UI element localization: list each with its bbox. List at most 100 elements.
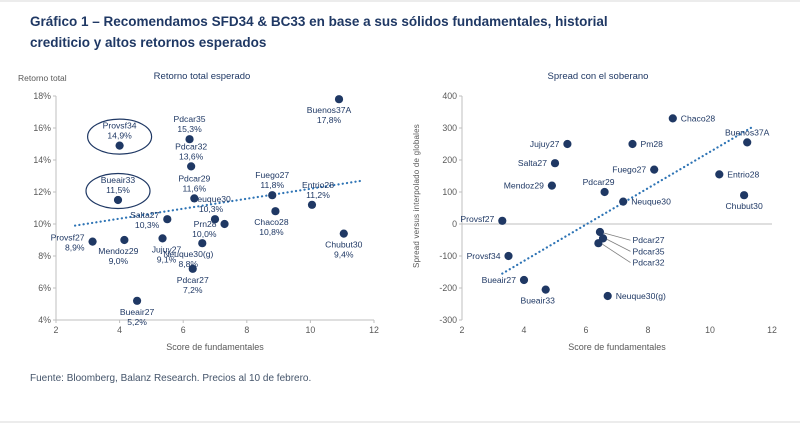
chart-retorno-total: Retorno total Retorno total esperado 18%… [16, 66, 388, 356]
svg-text:2: 2 [460, 325, 465, 335]
source-note: Fuente: Bloomberg, Balanz Research. Prec… [30, 373, 312, 384]
figure-title-line2: crediticio y altos retornos esperados [30, 34, 267, 50]
svg-text:Provsf27: Provsf27 [460, 214, 494, 224]
svg-text:Pdcar29: Pdcar29 [178, 173, 210, 183]
svg-text:12: 12 [767, 325, 777, 335]
svg-text:Prn28: Prn28 [194, 219, 217, 229]
svg-text:10,8%: 10,8% [259, 227, 284, 237]
svg-text:Score de fundamentales: Score de fundamentales [568, 342, 666, 352]
svg-text:-300: -300 [439, 315, 457, 325]
svg-text:17,8%: 17,8% [317, 115, 342, 125]
svg-text:11,2%: 11,2% [306, 190, 330, 200]
svg-text:11,8%: 11,8% [260, 180, 284, 190]
svg-text:-100: -100 [439, 251, 457, 261]
svg-text:6: 6 [584, 325, 589, 335]
chart-title-retorno: Retorno total esperado [153, 71, 251, 82]
svg-text:Neuque30: Neuque30 [631, 197, 671, 207]
svg-text:14,9%: 14,9% [107, 131, 132, 141]
svg-text:-200: -200 [439, 283, 457, 293]
svg-text:Mendoz29: Mendoz29 [98, 246, 138, 256]
svg-text:Bueair27: Bueair27 [120, 307, 155, 317]
svg-text:8,8%: 8,8% [178, 259, 198, 269]
svg-text:9,0%: 9,0% [109, 256, 129, 266]
svg-text:8: 8 [646, 325, 651, 335]
svg-text:Provsf27: Provsf27 [51, 233, 85, 243]
svg-text:Pdcar35: Pdcar35 [633, 246, 665, 256]
svg-text:Buenos37A: Buenos37A [725, 127, 770, 137]
svg-text:10,0%: 10,0% [192, 229, 217, 239]
svg-text:14%: 14% [33, 155, 51, 165]
svg-text:Chubut30: Chubut30 [325, 240, 362, 250]
svg-text:12: 12 [369, 325, 379, 335]
svg-text:10: 10 [306, 325, 316, 335]
svg-text:7,2%: 7,2% [183, 285, 203, 295]
svg-text:9,4%: 9,4% [334, 250, 354, 260]
svg-text:Pdcar29: Pdcar29 [583, 177, 615, 187]
y-axis-label-retorno: Retorno total [18, 73, 67, 83]
svg-text:5,2%: 5,2% [127, 317, 147, 327]
svg-text:Pm28: Pm28 [641, 139, 664, 149]
svg-text:4%: 4% [38, 315, 51, 325]
svg-text:200: 200 [442, 155, 457, 165]
svg-text:Entrio28: Entrio28 [302, 180, 334, 190]
svg-text:15,3%: 15,3% [177, 124, 202, 134]
svg-text:10,3%: 10,3% [199, 204, 224, 214]
svg-text:8,9%: 8,9% [65, 243, 85, 253]
svg-text:9,1%: 9,1% [157, 254, 177, 264]
svg-text:Jujuy27: Jujuy27 [152, 244, 182, 254]
svg-text:Bueair33: Bueair33 [520, 296, 555, 306]
svg-text:300: 300 [442, 123, 457, 133]
figure-title-line1: Gráfico 1 – Recomendamos SFD34 & BC33 en… [30, 14, 608, 29]
svg-text:Jujuy27: Jujuy27 [530, 139, 560, 149]
svg-text:Score de fundamentales: Score de fundamentales [166, 342, 264, 352]
chart-spread: Spread versus interpolado de globales Sp… [412, 66, 784, 356]
svg-text:Bueair27: Bueair27 [482, 275, 517, 285]
scatter-retorno-svg: 18% 16% 14% 12% 10% 8% 6% 4%2 4 6 8 10 12 Score de fu… [33, 91, 379, 352]
svg-text:100: 100 [442, 187, 457, 197]
svg-text:Chaco28: Chaco28 [681, 113, 716, 123]
svg-text:8: 8 [244, 325, 249, 335]
figure-title: Gráfico 1 – Recomendamos SFD34 & BC33 en… [30, 12, 754, 54]
svg-text:11,6%: 11,6% [182, 183, 206, 193]
svg-text:Chaco28: Chaco28 [254, 217, 289, 227]
svg-text:4: 4 [522, 325, 527, 335]
svg-text:Pdcar35: Pdcar35 [174, 114, 206, 124]
svg-text:Salta27: Salta27 [518, 158, 547, 168]
svg-text:8%: 8% [38, 251, 51, 261]
svg-text:18%: 18% [33, 91, 51, 101]
svg-text:Provsf34: Provsf34 [103, 121, 137, 131]
svg-text:Fuego27: Fuego27 [612, 165, 646, 175]
svg-text:0: 0 [452, 219, 457, 229]
y-axis-label-spread: Spread versus interpolado de globales [412, 124, 421, 268]
svg-text:2: 2 [54, 325, 59, 335]
svg-text:Buenos37A: Buenos37A [307, 105, 352, 115]
svg-text:Chubut30: Chubut30 [725, 201, 762, 211]
svg-text:Bueair33: Bueair33 [101, 175, 136, 185]
chart-title-spread: Spread con el soberano [547, 71, 649, 82]
svg-text:Fuego27: Fuego27 [255, 170, 289, 180]
svg-text:Pdcar27: Pdcar27 [633, 235, 665, 245]
svg-text:4: 4 [117, 325, 122, 335]
svg-text:10%: 10% [33, 219, 51, 229]
svg-text:400: 400 [442, 91, 457, 101]
svg-text:6: 6 [181, 325, 186, 335]
svg-text:10: 10 [705, 325, 715, 335]
svg-text:13,6%: 13,6% [179, 151, 204, 161]
svg-text:Entrio28: Entrio28 [727, 169, 759, 179]
svg-text:Pdcar32: Pdcar32 [175, 141, 207, 151]
svg-text:Provsf34: Provsf34 [467, 251, 501, 261]
svg-text:11,5%: 11,5% [106, 185, 130, 195]
svg-text:12%: 12% [33, 187, 51, 197]
svg-text:Pdcar27: Pdcar27 [177, 275, 209, 285]
svg-text:Neuque30: Neuque30 [191, 194, 231, 204]
svg-text:Neuque30(g): Neuque30(g) [163, 249, 213, 259]
svg-text:Mendoz29: Mendoz29 [504, 181, 544, 191]
charts-row: Retorno total Retorno total esperado 18%… [16, 66, 784, 356]
svg-text:Pdcar32: Pdcar32 [633, 258, 665, 268]
svg-text:6%: 6% [38, 283, 51, 293]
svg-text:Neuque30(g): Neuque30(g) [616, 291, 666, 301]
svg-text:10,3%: 10,3% [135, 220, 160, 230]
svg-text:16%: 16% [33, 123, 51, 133]
